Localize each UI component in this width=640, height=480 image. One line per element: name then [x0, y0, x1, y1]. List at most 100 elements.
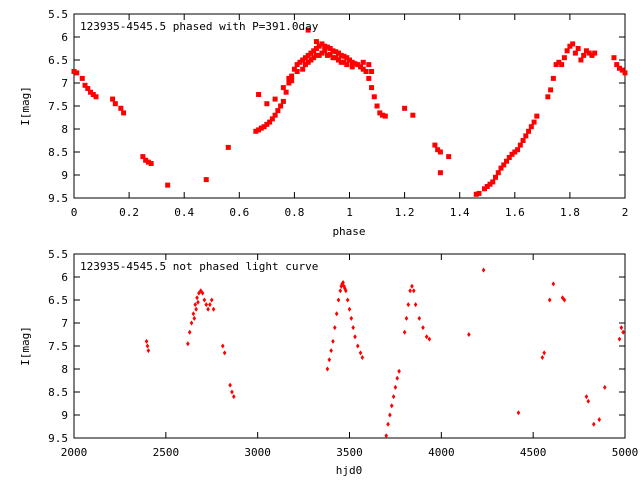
data-point: [93, 94, 99, 100]
data-point: [327, 46, 333, 51]
data-point: [206, 306, 210, 312]
data-point: [388, 412, 392, 418]
data-point: [88, 89, 94, 95]
data-point: [581, 52, 587, 58]
data-point: [504, 158, 510, 164]
data-point: [208, 302, 212, 308]
data-point: [202, 297, 207, 303]
data-point: [526, 128, 532, 134]
data-point: [338, 288, 343, 294]
data-point: [616, 65, 622, 71]
data-point: [333, 55, 339, 61]
x-tick-label: 1.2: [395, 206, 415, 219]
y-tick-label: 6: [61, 271, 68, 284]
data-point: [311, 55, 317, 61]
data-point: [333, 49, 339, 55]
data-point: [360, 355, 365, 360]
data-point: [553, 62, 559, 68]
data-point: [589, 52, 595, 58]
data-point: [324, 52, 330, 58]
data-point: [622, 70, 628, 76]
x-tick-label: 0: [71, 206, 78, 219]
data-point: [148, 161, 154, 166]
data-point: [333, 325, 337, 331]
data-point: [79, 75, 85, 81]
data-point: [369, 69, 375, 74]
data-point: [410, 112, 416, 118]
y-tick-label: 8.5: [48, 146, 68, 159]
x-tick-label: 2000: [61, 446, 88, 459]
data-point: [490, 179, 496, 185]
data-point: [531, 119, 537, 125]
data-point: [311, 48, 317, 54]
data-point: [193, 302, 198, 308]
x-tick-label: 2500: [153, 446, 180, 459]
data-point: [413, 302, 418, 308]
data-point: [335, 50, 341, 56]
x-tick-label: 5000: [612, 446, 639, 459]
data-point: [275, 108, 281, 114]
data-point: [302, 55, 308, 61]
y-tick-label: 9: [61, 169, 68, 182]
data-point: [592, 50, 598, 56]
data-point: [258, 125, 264, 131]
data-point: [339, 283, 344, 289]
data-point: [280, 98, 286, 104]
data-point: [194, 306, 198, 312]
data-point: [411, 288, 416, 294]
data-point: [562, 297, 567, 303]
unphased-plot-frame: [73, 253, 626, 439]
data-point: [189, 320, 194, 326]
data-point: [305, 59, 311, 65]
y-tick-label: 9: [61, 409, 68, 422]
data-point: [366, 62, 372, 68]
data-point: [256, 127, 262, 133]
data-point: [520, 138, 526, 143]
data-point: [437, 170, 443, 176]
y-tick-label: 9.5: [48, 192, 68, 205]
x-tick-label: 0.8: [284, 206, 304, 219]
unphased-chart: 5.5 6 6.5 7 7.5 8 8.5 9 9.5 2000 2500 3000 3500 4000…: [19, 248, 638, 477]
y-tick-label: 5.5: [48, 248, 68, 261]
x-tick-label: 4000: [428, 446, 455, 459]
data-point: [358, 350, 363, 356]
data-point: [437, 149, 443, 155]
data-point: [209, 297, 214, 303]
data-point: [597, 417, 602, 423]
data-point: [591, 421, 596, 427]
data-point: [186, 341, 190, 347]
data-point: [74, 70, 80, 76]
data-point: [358, 64, 364, 70]
phased-chart: 5.5 6 6.5 7 7.5 8 8.5 9 9.5 0 0.2 0.4 0.6 0.8 1 1.2 1.4…: [19, 8, 628, 238]
data-point: [575, 46, 581, 51]
data-point: [481, 186, 487, 192]
y-tick-label: 8.5: [48, 386, 68, 399]
data-point: [197, 290, 201, 296]
phased-x-ticks: 0 0.2 0.4 0.6 0.8 1 1.2 1.4 1.6 1.8 2: [71, 14, 628, 219]
data-point: [145, 343, 150, 349]
data-point: [267, 119, 273, 125]
data-point: [476, 190, 482, 196]
data-point: [611, 55, 617, 61]
data-point: [578, 57, 584, 63]
data-point: [621, 329, 625, 335]
y-tick-label: 6: [61, 31, 68, 44]
data-point: [408, 288, 412, 294]
data-point: [467, 332, 471, 337]
data-point: [349, 64, 355, 70]
data-point: [360, 66, 366, 72]
data-point: [512, 149, 518, 155]
data-point: [355, 343, 360, 349]
data-point: [336, 297, 341, 303]
data-point: [344, 55, 350, 61]
data-point: [586, 398, 591, 404]
data-point: [144, 338, 149, 344]
data-point: [264, 121, 270, 127]
data-point: [313, 52, 319, 58]
data-point: [617, 336, 622, 342]
phased-y-ticks: 5.5 6 6.5 7 7.5 8 8.5 9 9.5: [48, 8, 625, 205]
data-point: [380, 112, 386, 118]
data-point: [515, 147, 521, 153]
data-point: [85, 86, 91, 92]
data-point: [619, 325, 624, 331]
